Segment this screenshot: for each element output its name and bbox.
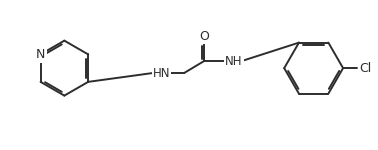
Text: Cl: Cl [359, 62, 371, 75]
Text: O: O [199, 30, 209, 43]
Text: HN: HN [153, 67, 170, 80]
Text: N: N [36, 48, 45, 61]
Text: NH: NH [225, 55, 243, 68]
